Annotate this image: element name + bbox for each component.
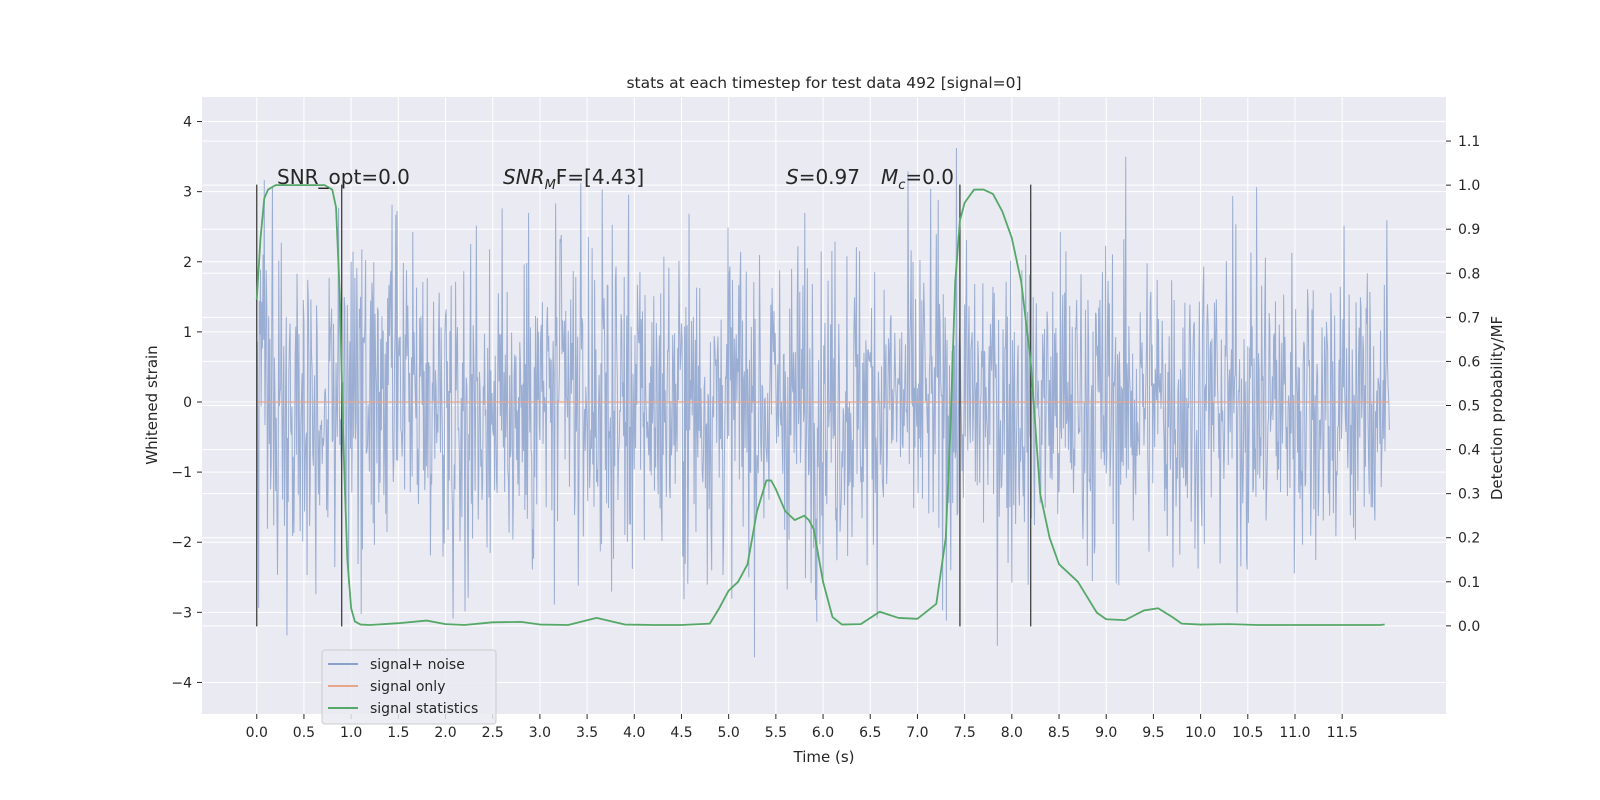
x-tick-label: 10.0 [1185,725,1216,741]
y2-tick-label: 1.0 [1458,178,1480,194]
x-tick-label: 2.0 [434,725,456,741]
x-tick-label: 9.0 [1095,725,1117,741]
x-tick-label: 4.5 [670,725,692,741]
y-tick-label: 1 [183,325,192,341]
x-tick-label: 10.5 [1232,725,1263,741]
x-tick-label: 8.0 [1001,725,1023,741]
annotation-snr-mf-base: SNR [503,165,545,189]
annotation-mc-base: M [881,165,898,189]
y2-tick-label: 0.7 [1458,310,1480,326]
legend-label-signal-only: signal only [370,679,445,695]
y2-tick-label: 0.6 [1458,354,1480,370]
x-tick-label: 1.0 [340,725,362,741]
annotation-mc-sub: c [898,178,905,193]
y2-tick-label: 0.4 [1458,443,1480,459]
x-tick-label: 8.5 [1048,725,1070,741]
y-tick-label: 2 [183,255,192,271]
annotation-snr-mf: SNRMF=[4.43] [503,165,644,193]
x-tick-label: 3.0 [529,725,551,741]
x-tick-label: 11.5 [1327,725,1358,741]
y2-tick-label: 0.8 [1458,266,1480,282]
y2-axis-label: Detection probability/MF [1488,316,1506,500]
y-tick-label: −3 [171,605,192,621]
x-tick-label: 7.5 [954,725,976,741]
annotation-s: S=0.97 [786,165,860,189]
y2-tick-label: 0.0 [1458,619,1480,635]
y2-tick-label: 0.3 [1458,487,1480,503]
legend-label-noise: signal+ noise [370,657,465,673]
y2-tick-label: 0.1 [1458,575,1480,591]
x-tick-label: 2.5 [482,725,504,741]
y-tick-label: 4 [183,115,192,131]
x-tick-label: 0.5 [293,725,315,741]
y2-tick-label: 0.9 [1458,222,1480,238]
x-tick-label: 6.0 [812,725,834,741]
x-tick-label: 7.0 [906,725,928,741]
x-tick-label: 5.0 [718,725,740,741]
annotation-snr-mf-rest: F=[4.43] [556,165,644,189]
y-axis-right: 0.0 0.1 0.2 0.3 0.4 0.5 0.6 0.7 0.8 0.9 1.0 1.1 [1446,134,1480,635]
x-tick-label: 6.5 [859,725,881,741]
x-tick-label: 11.0 [1279,725,1310,741]
legend: signal+ noise signal only signal statist… [321,649,497,725]
x-tick-label: 0.0 [246,725,268,741]
y-axis-label: Whitened strain [143,345,161,464]
annotation-mc: Mc=0.0 [881,165,954,193]
y2-tick-label: 0.5 [1458,399,1480,415]
signal-statistics-series [255,184,1385,626]
x-axis-label: Time (s) [793,748,855,766]
y-tick-label: 0 [183,395,192,411]
x-tick-label: 1.5 [387,725,409,741]
legend-box [321,649,497,725]
y2-tick-label: 0.2 [1458,531,1480,547]
y-tick-label: −2 [171,535,192,551]
y2-tick-label: 1.1 [1458,134,1480,150]
annotation-snr-opt: SNR_opt=0.0 [277,165,410,189]
x-tick-label: 4.0 [623,725,645,741]
annotation-s-symbol: S [786,165,799,189]
legend-label-statistics: signal statistics [370,701,478,717]
x-tick-label: 3.5 [576,725,598,741]
x-axis: 0.0 0.5 1.0 1.5 2.0 2.5 3.0 3.5 4.0 4.5 5.0 5.5 6.0 6… [246,714,1358,741]
statistics-curve [255,184,1385,626]
y-tick-label: −4 [171,675,192,691]
x-tick-label: 9.5 [1142,725,1164,741]
annotation-s-value: =0.97 [799,165,860,189]
chart-title: stats at each timestep for test data 492… [626,74,1021,92]
y-axis-left: −4 −3 −2 −1 0 1 2 3 4 [171,115,202,691]
x-tick-label: 5.5 [765,725,787,741]
y-tick-label: 3 [183,185,192,201]
annotation-snr-mf-sub: M [545,178,556,193]
annotation-mc-value: =0.0 [905,165,954,189]
y-tick-label: −1 [171,465,192,481]
